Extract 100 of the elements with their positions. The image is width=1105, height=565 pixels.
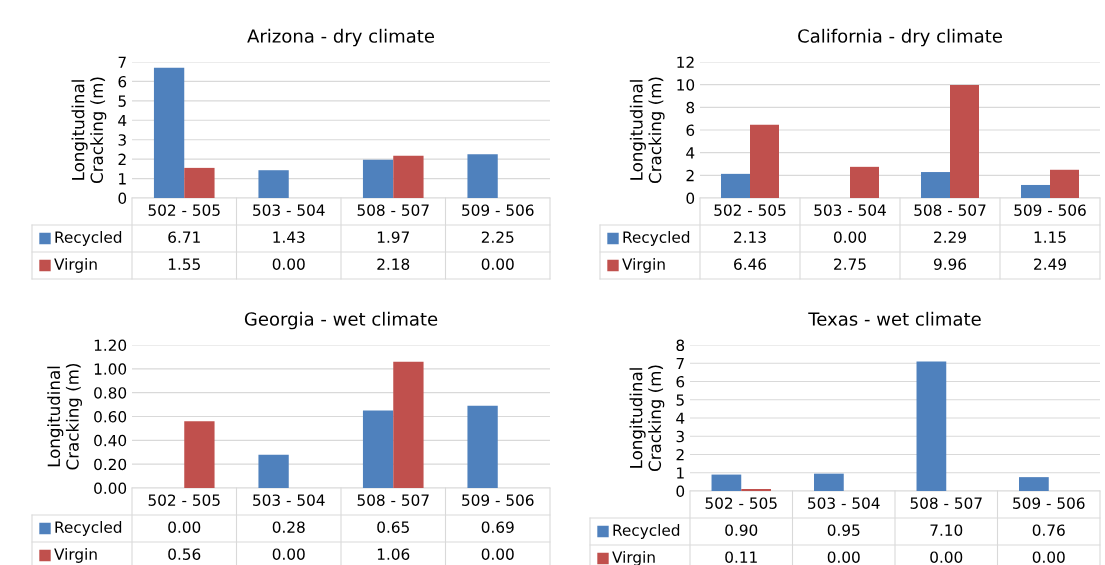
y-tick-label: 0.80 <box>94 387 127 399</box>
data-label: 0.00 <box>827 551 860 563</box>
y-tick-label: 0 <box>686 192 695 205</box>
bar <box>1021 184 1050 198</box>
data-label: 2.49 <box>1034 258 1066 270</box>
chart-title: Texas - wet climate <box>808 311 981 326</box>
data-label: 0.00 <box>481 548 514 560</box>
data-label: 0.90 <box>725 524 758 536</box>
legend-label: Virgin <box>612 551 655 565</box>
x-tick-label: 509 - 506 <box>462 494 534 506</box>
y-tick-label: 0.20 <box>94 458 127 471</box>
data-label: 0.28 <box>272 521 305 533</box>
y-tick-label: 0.40 <box>94 434 127 447</box>
data-label: 0.00 <box>481 258 514 270</box>
y-tick-label: 0 <box>676 485 685 498</box>
y-tick-label: 2 <box>676 448 684 461</box>
chart-title: California - dry climate <box>798 28 1002 47</box>
data-label: 0.00 <box>272 548 305 560</box>
x-tick-label: 503 - 504 <box>253 204 325 216</box>
y-tick-label: 5 <box>676 394 684 406</box>
bar <box>362 159 394 198</box>
y-tick-label: 10 <box>677 79 695 91</box>
legend-label: Recycled <box>55 521 122 536</box>
y-axis-title: Longitudinal Cracking (m) <box>47 364 83 470</box>
bar <box>921 172 950 198</box>
y-tick-label: 2 <box>118 153 126 165</box>
x-tick-label: 508 - 507 <box>357 494 429 506</box>
y-axis-title: Longitudinal Cracking (m) <box>629 365 665 471</box>
y-tick-label: 0.60 <box>94 410 127 423</box>
data-label: 0.00 <box>1032 551 1065 563</box>
y-tick-label: 3 <box>118 134 126 146</box>
data-label: 6.71 <box>168 231 200 243</box>
data-label: 0.69 <box>481 521 514 533</box>
y-tick-label: 1 <box>677 467 684 479</box>
bar <box>258 170 289 198</box>
bar <box>467 154 498 198</box>
data-label: 0.00 <box>272 258 305 270</box>
y-tick-label: 4 <box>118 114 127 127</box>
data-label: 0.76 <box>1032 524 1065 536</box>
x-tick-label: 509 - 506 <box>1013 497 1085 509</box>
legend-label: Virgin <box>54 548 97 563</box>
x-tick-label: 509 - 506 <box>1014 204 1086 216</box>
data-label: 0.95 <box>827 524 860 536</box>
legend-label: Virgin <box>622 258 665 273</box>
chart-title: Arizona - dry climate <box>247 28 434 47</box>
data-label: 0.00 <box>834 231 866 243</box>
x-tick-label: 508 - 507 <box>914 204 986 216</box>
legend-label: Recycled <box>623 231 690 246</box>
x-tick-label: 503 - 504 <box>814 204 886 216</box>
bar <box>362 410 394 488</box>
x-tick-label: 508 - 507 <box>910 497 982 509</box>
bar <box>153 67 185 198</box>
y-tick-label: 7 <box>118 56 126 68</box>
y-tick-label: 0 <box>118 192 127 205</box>
data-label: 1.55 <box>168 258 200 270</box>
y-axis-title: Longitudinal Cracking (m) <box>71 77 107 183</box>
y-tick-label: 2 <box>686 169 694 182</box>
data-label: 0.56 <box>168 548 201 560</box>
data-label: 0.11 <box>725 551 757 563</box>
x-tick-label: 502 - 505 <box>148 204 220 216</box>
bar <box>741 488 771 491</box>
bar <box>1050 169 1079 198</box>
x-tick-label: 503 - 504 <box>253 494 325 506</box>
x-tick-label: 502 - 505 <box>148 494 220 506</box>
bar <box>393 155 424 198</box>
x-tick-label: 502 - 505 <box>714 204 786 216</box>
bar <box>393 361 424 488</box>
legend-label: Recycled <box>55 231 122 246</box>
bar <box>467 405 498 488</box>
bar <box>850 166 879 198</box>
y-tick-label: 4 <box>686 147 695 159</box>
data-label: 7.10 <box>930 524 963 536</box>
bar <box>950 85 979 198</box>
y-tick-label: 6 <box>676 375 685 388</box>
y-tick-label: 0.00 <box>94 482 127 495</box>
data-label: 6.46 <box>734 258 767 270</box>
data-label: 9.96 <box>933 258 967 270</box>
bar <box>814 473 844 491</box>
data-label: 2.18 <box>377 258 410 270</box>
bar <box>184 421 215 488</box>
data-label: 0.00 <box>930 551 963 563</box>
y-tick-label: 1.20 <box>94 339 127 352</box>
y-tick-label: 5 <box>118 95 126 107</box>
data-label: 1.15 <box>1034 231 1066 243</box>
bar <box>1019 477 1049 491</box>
y-tick-label: 8 <box>676 339 685 352</box>
legend-label: Recycled <box>613 524 680 539</box>
data-label: 1.43 <box>273 231 305 243</box>
y-tick-label: 7 <box>676 357 684 370</box>
data-label: 2.29 <box>934 231 966 243</box>
data-label: 0.65 <box>377 521 409 533</box>
x-tick-label: 502 - 505 <box>705 497 777 509</box>
bar <box>258 454 289 488</box>
bar <box>916 361 947 491</box>
data-label: 2.75 <box>834 258 866 270</box>
data-label: 1.06 <box>377 548 410 560</box>
y-tick-label: 12 <box>677 56 694 68</box>
bar <box>184 167 215 198</box>
y-tick-label: 4 <box>676 412 685 424</box>
y-axis-title: Longitudinal Cracking (m) <box>629 77 665 183</box>
